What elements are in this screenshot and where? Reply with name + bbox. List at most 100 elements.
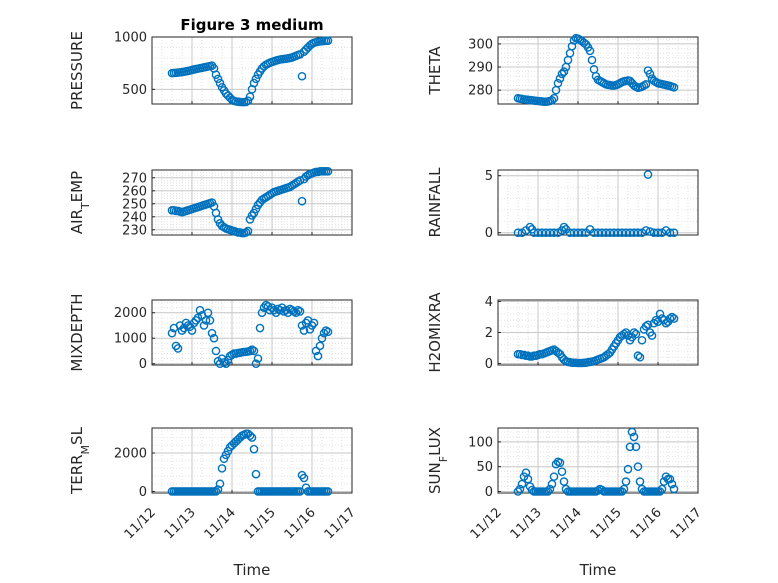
data-point	[245, 346, 255, 356]
data-point	[249, 346, 259, 356]
data-point	[249, 444, 259, 454]
data-point	[647, 331, 657, 340]
data-point	[569, 36, 579, 45]
data-point	[317, 333, 327, 343]
data-point	[269, 305, 279, 315]
data-point	[173, 344, 183, 353]
data-point	[255, 323, 265, 333]
y-tick-label: 1000	[114, 31, 147, 46]
data-point	[295, 307, 305, 316]
data-point	[529, 228, 539, 238]
data-point	[667, 312, 677, 322]
data-point	[245, 431, 255, 440]
data-point	[593, 228, 603, 238]
y-axis-label: RAINFALL	[426, 167, 444, 238]
x-axis-label: Time	[579, 561, 617, 579]
y-tick-label: 240	[122, 210, 147, 225]
data-point	[597, 485, 607, 495]
data-point	[623, 464, 633, 474]
data-point	[323, 36, 333, 45]
data-point	[609, 228, 619, 238]
data-point	[641, 80, 651, 89]
data-point	[547, 96, 557, 105]
data-point	[645, 69, 655, 79]
y-axis-label: THETA	[426, 46, 444, 96]
data-point	[585, 46, 595, 56]
data-point	[621, 477, 631, 486]
y-tick-label: 0	[139, 485, 147, 500]
data-point	[299, 326, 309, 335]
data-point	[323, 327, 333, 337]
data-point	[669, 83, 679, 92]
data-point	[513, 487, 523, 496]
data-point	[613, 228, 623, 238]
data-point	[559, 67, 569, 76]
x-tick-label: 11/14	[548, 505, 585, 542]
data-point	[555, 458, 565, 468]
y-tick-label: 2000	[114, 306, 147, 321]
data-point	[323, 166, 333, 176]
subplot-rainfall: 0 5 RAINFALL	[426, 167, 699, 241]
data-point	[513, 228, 523, 238]
data-point	[251, 74, 261, 84]
data-point	[637, 335, 647, 345]
x-tick-label: 11/17	[668, 505, 705, 542]
y-tick-label: 4	[485, 295, 493, 310]
data-point	[669, 484, 679, 494]
data-point	[299, 473, 309, 483]
subplot-sun-flux: 0 50 100 SUNFLUX 11/12 11/13 11/14 11/15 11/16 11…	[426, 427, 705, 579]
x-tick-label: 11/13	[508, 505, 545, 542]
data-point	[547, 479, 557, 489]
data-point	[545, 228, 555, 238]
data-point	[643, 170, 653, 179]
x-tick-label: 11/16	[282, 505, 319, 542]
data-point	[557, 467, 567, 476]
data-point	[549, 228, 559, 238]
x-tick-label: 11/14	[202, 505, 239, 542]
data-point	[635, 477, 645, 486]
data-point	[295, 487, 305, 496]
data-point	[253, 354, 263, 363]
data-point	[275, 305, 285, 315]
y-tick-label: 250	[122, 197, 147, 212]
data-point	[551, 459, 561, 469]
data-point	[617, 487, 627, 496]
y-axis-label: PRESSURE	[68, 31, 86, 110]
y-tick-label: 2000	[114, 447, 147, 462]
data-point	[631, 329, 641, 339]
y-tick-label: 290	[468, 61, 493, 76]
data-point	[555, 74, 565, 83]
data-point	[625, 228, 635, 238]
data-point	[573, 228, 583, 238]
data-point	[525, 222, 535, 232]
data-point	[619, 484, 629, 494]
data-point	[321, 326, 331, 335]
data-point	[515, 484, 525, 494]
data-point	[597, 228, 607, 238]
data-point	[589, 228, 599, 238]
axes-box	[151, 169, 353, 236]
data-point	[653, 228, 663, 238]
data-point	[665, 228, 675, 238]
data-point	[201, 316, 211, 325]
data-point	[543, 487, 553, 496]
data-point	[633, 351, 643, 361]
x-tick-label: 11/15	[242, 505, 279, 542]
axes-box	[497, 169, 699, 236]
data-point	[213, 485, 223, 494]
data-point	[619, 329, 629, 339]
data-point	[577, 228, 587, 238]
y-tick-label: 2	[485, 326, 493, 341]
data-point	[633, 462, 643, 472]
data-point	[217, 464, 227, 473]
data-point	[309, 318, 319, 328]
data-point	[569, 228, 579, 238]
x-tick-label: 11/13	[162, 505, 199, 542]
y-tick-label: 0	[485, 226, 493, 241]
data-point	[605, 228, 615, 238]
data-point	[247, 433, 257, 442]
data-point	[251, 359, 261, 369]
data-point	[641, 226, 651, 235]
